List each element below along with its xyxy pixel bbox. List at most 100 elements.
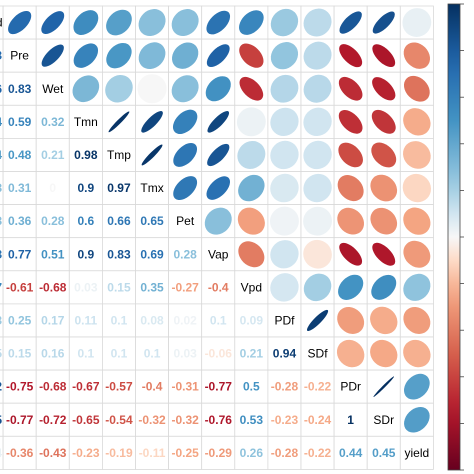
cell-Vap-Tmn [68, 237, 103, 272]
correlation-ellipse [173, 176, 198, 201]
correlation-value: -0.19 [105, 446, 133, 460]
correlation-value: 0.15 [107, 280, 131, 294]
cell-Vpd-Tmn [68, 270, 103, 305]
cell-PDr-Tmx [135, 369, 169, 404]
cell-PDr-PDf [267, 369, 302, 404]
cell-yield-PDf [267, 435, 302, 470]
correlation-value: -0.32 [138, 413, 166, 427]
correlation-ellipse [403, 339, 431, 368]
cell-PDr-SDf [300, 369, 335, 404]
diagonal-label: SDf [308, 347, 329, 361]
correlation-ellipse [403, 273, 431, 301]
correlation-ellipse [73, 43, 99, 68]
correlation-ellipse [402, 173, 431, 203]
correlation-ellipse [204, 207, 232, 235]
correlation-ellipse [171, 42, 199, 69]
correlation-value: -0.68 [39, 380, 67, 394]
cell-yield-PDr [333, 435, 368, 470]
diagonal-label: ld [0, 16, 3, 30]
correlation-value: -0.36 [6, 446, 34, 460]
correlation-value: 0.6 [78, 214, 95, 228]
cell-Vap-Pre [2, 237, 37, 272]
correlation-ellipse [106, 42, 132, 69]
cell-yield-Vpd [234, 435, 269, 470]
cell-yield-Tmp [102, 435, 136, 470]
correlation-value: -0.61 [6, 280, 34, 294]
correlation-ellipse [239, 43, 264, 68]
correlation-value: -0.25 [171, 446, 199, 460]
correlation-value: 0.16 [41, 347, 65, 361]
correlation-value: -0.77 [205, 380, 233, 394]
correlation-ellipse [403, 75, 430, 102]
cell-PDf-Vap [201, 303, 236, 338]
correlation-value: 23 [0, 313, 2, 327]
cell-PDr-Wet [35, 369, 70, 404]
correlation-value: -0.29 [205, 446, 233, 460]
correlation-value: -0.77 [6, 413, 34, 427]
correlation-ellipse [306, 309, 329, 332]
cell-SDr-SDf [300, 402, 335, 437]
correlation-value: 0.26 [240, 446, 264, 460]
correlation-ellipse [402, 8, 432, 37]
correlation-value: 0.9 [78, 247, 95, 261]
correlation-value: -0.28 [271, 380, 299, 394]
correlation-ellipse [403, 240, 431, 268]
correlation-ellipse [371, 142, 397, 168]
cell-Tmx-Wet [35, 171, 70, 205]
correlation-value: 0.08 [140, 313, 164, 327]
correlation-value: 0.83 [107, 247, 131, 261]
correlation-value: 0.98 [74, 148, 98, 162]
correlation-value: -0.22 [304, 380, 332, 394]
correlation-value: -0.43 [39, 446, 67, 460]
correlation-value: -0.06 [205, 347, 233, 361]
correlation-value: 0.83 [8, 82, 32, 96]
correlation-value: 0.03 [173, 347, 197, 361]
correlation-ellipse [337, 207, 365, 235]
correlation-ellipse [338, 274, 364, 300]
correlation-ellipse [303, 273, 332, 302]
correlation-ellipse [303, 107, 332, 137]
diagonal-label: Tmn [74, 115, 98, 129]
correlation-value: 0.5 [243, 380, 260, 394]
cell-PDf-Wet [35, 303, 70, 338]
correlation-ellipse [137, 74, 167, 104]
cell-Pre-Pre [2, 38, 37, 73]
correlation-ellipse [337, 306, 365, 334]
correlation-value: 0.1 [210, 313, 227, 327]
correlation-value: 68 [0, 247, 2, 261]
correlation-ellipse [172, 109, 198, 135]
correlation-value: 0.02 [173, 313, 197, 327]
correlation-value: 28 [0, 181, 2, 195]
correlation-ellipse [403, 373, 430, 400]
cell-PDf-Tmp [102, 303, 136, 338]
correlation-ellipse [371, 109, 396, 134]
correlation-ellipse [404, 406, 430, 433]
correlation-ellipse [206, 176, 231, 200]
cell-SDr-Tmp [102, 402, 136, 437]
correlation-value: 0.48 [8, 148, 32, 162]
correlation-ellipse [339, 242, 363, 266]
correlation-ellipse [336, 339, 365, 368]
correlation-ellipse [370, 174, 398, 202]
correlation-ellipse [171, 9, 199, 37]
correlation-ellipse [206, 10, 231, 35]
diagonal-label: Pre [10, 49, 29, 63]
correlation-value: 0.31 [8, 181, 32, 195]
correlation-value: 0 [49, 181, 56, 195]
cell-PDf-Vpd [234, 303, 269, 338]
correlation-ellipse [72, 75, 100, 103]
correlation-value: 15 [0, 347, 2, 361]
correlation-ellipse [372, 44, 396, 68]
correlation-ellipse [339, 44, 363, 68]
cell-yield-Pet [168, 435, 203, 470]
correlation-value: 0.1 [111, 313, 128, 327]
correlation-value: 0.45 [372, 446, 396, 460]
correlation-value: 0.35 [140, 280, 164, 294]
correlation-value: 0.65 [140, 214, 164, 228]
correlation-value: 0.53 [240, 413, 264, 427]
correlation-value: 0.69 [140, 247, 164, 261]
cell-Tmx-Tmp [102, 171, 136, 205]
correlation-ellipse [171, 75, 199, 103]
correlation-value: 54 [0, 115, 2, 129]
correlation-ellipse [270, 74, 299, 103]
